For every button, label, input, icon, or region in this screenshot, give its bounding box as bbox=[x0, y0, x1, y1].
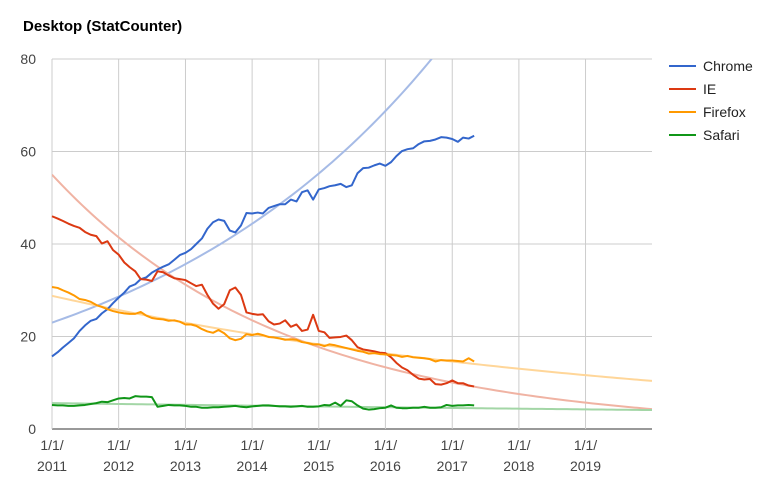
x-tick-label-line1: 1/1/ bbox=[240, 437, 263, 453]
x-tick-label-line2: 2012 bbox=[103, 458, 134, 474]
x-tick-label-line1: 1/1/ bbox=[374, 437, 397, 453]
trendline-ie bbox=[52, 173, 652, 411]
series-line-chrome[interactable] bbox=[51, 134, 475, 358]
legend-label: IE bbox=[703, 81, 716, 97]
y-tick-label: 0 bbox=[28, 421, 36, 437]
x-tick-label-line2: 2018 bbox=[503, 458, 534, 474]
x-tick-label-line2: 2017 bbox=[437, 458, 468, 474]
x-tick-label: 1/1/2018 bbox=[503, 437, 534, 474]
trendline-safari bbox=[52, 402, 652, 412]
y-tick-label: 80 bbox=[20, 51, 36, 67]
x-tick-label: 1/1/2012 bbox=[103, 437, 134, 474]
x-tick-label: 1/1/2011 bbox=[37, 437, 67, 474]
legend-label: Safari bbox=[703, 127, 740, 143]
y-tick-label: 40 bbox=[20, 236, 36, 252]
legend-item-ie[interactable]: IE bbox=[669, 81, 716, 97]
x-tick-label: 1/1/2013 bbox=[170, 437, 201, 474]
x-tick-label-line1: 1/1/ bbox=[307, 437, 330, 453]
x-tick-label-line1: 1/1/ bbox=[507, 437, 530, 453]
series-line-safari[interactable] bbox=[51, 395, 475, 411]
legend-item-safari[interactable]: Safari bbox=[669, 127, 740, 143]
x-tick-label-line1: 1/1/ bbox=[574, 437, 597, 453]
x-tick-label-line1: 1/1/ bbox=[107, 437, 130, 453]
x-tick-label: 1/1/2017 bbox=[437, 437, 468, 474]
y-tick-label: 20 bbox=[20, 329, 36, 345]
x-tick-label: 1/1/2019 bbox=[570, 437, 601, 474]
x-tick-label-line1: 1/1/ bbox=[441, 437, 464, 453]
x-tick-label-line1: 1/1/ bbox=[40, 437, 63, 453]
series-layer bbox=[51, 134, 475, 411]
x-tick-label-line2: 2014 bbox=[237, 458, 268, 474]
legend-item-chrome[interactable]: Chrome bbox=[669, 58, 753, 74]
legend: Chrome IE Firefox Safari bbox=[669, 58, 753, 143]
trendline-chrome bbox=[52, 59, 433, 324]
x-tick-label-line2: 2019 bbox=[570, 458, 601, 474]
chart-title: Desktop (StatCounter) bbox=[23, 18, 182, 35]
x-tick-label-line2: 2011 bbox=[37, 458, 67, 474]
y-tick-label: 60 bbox=[20, 144, 36, 160]
x-tick-label-line2: 2016 bbox=[370, 458, 401, 474]
legend-item-firefox[interactable]: Firefox bbox=[669, 104, 746, 120]
series-line-ie[interactable] bbox=[51, 215, 475, 388]
legend-label: Chrome bbox=[703, 58, 753, 74]
x-tick-label-line2: 2013 bbox=[170, 458, 201, 474]
grid-layer bbox=[51, 58, 652, 430]
trendline-firefox bbox=[52, 294, 652, 382]
series-line-firefox[interactable] bbox=[51, 286, 475, 363]
legend-label: Firefox bbox=[703, 104, 746, 120]
x-tick-label: 1/1/2016 bbox=[370, 437, 401, 474]
x-tick-label-line2: 2015 bbox=[303, 458, 334, 474]
x-tick-label: 1/1/2015 bbox=[303, 437, 334, 474]
x-tick-label: 1/1/2014 bbox=[237, 437, 268, 474]
x-tick-label-line1: 1/1/ bbox=[174, 437, 197, 453]
axis-layer: 0204060801/1/20111/1/20121/1/20131/1/201… bbox=[20, 51, 601, 474]
